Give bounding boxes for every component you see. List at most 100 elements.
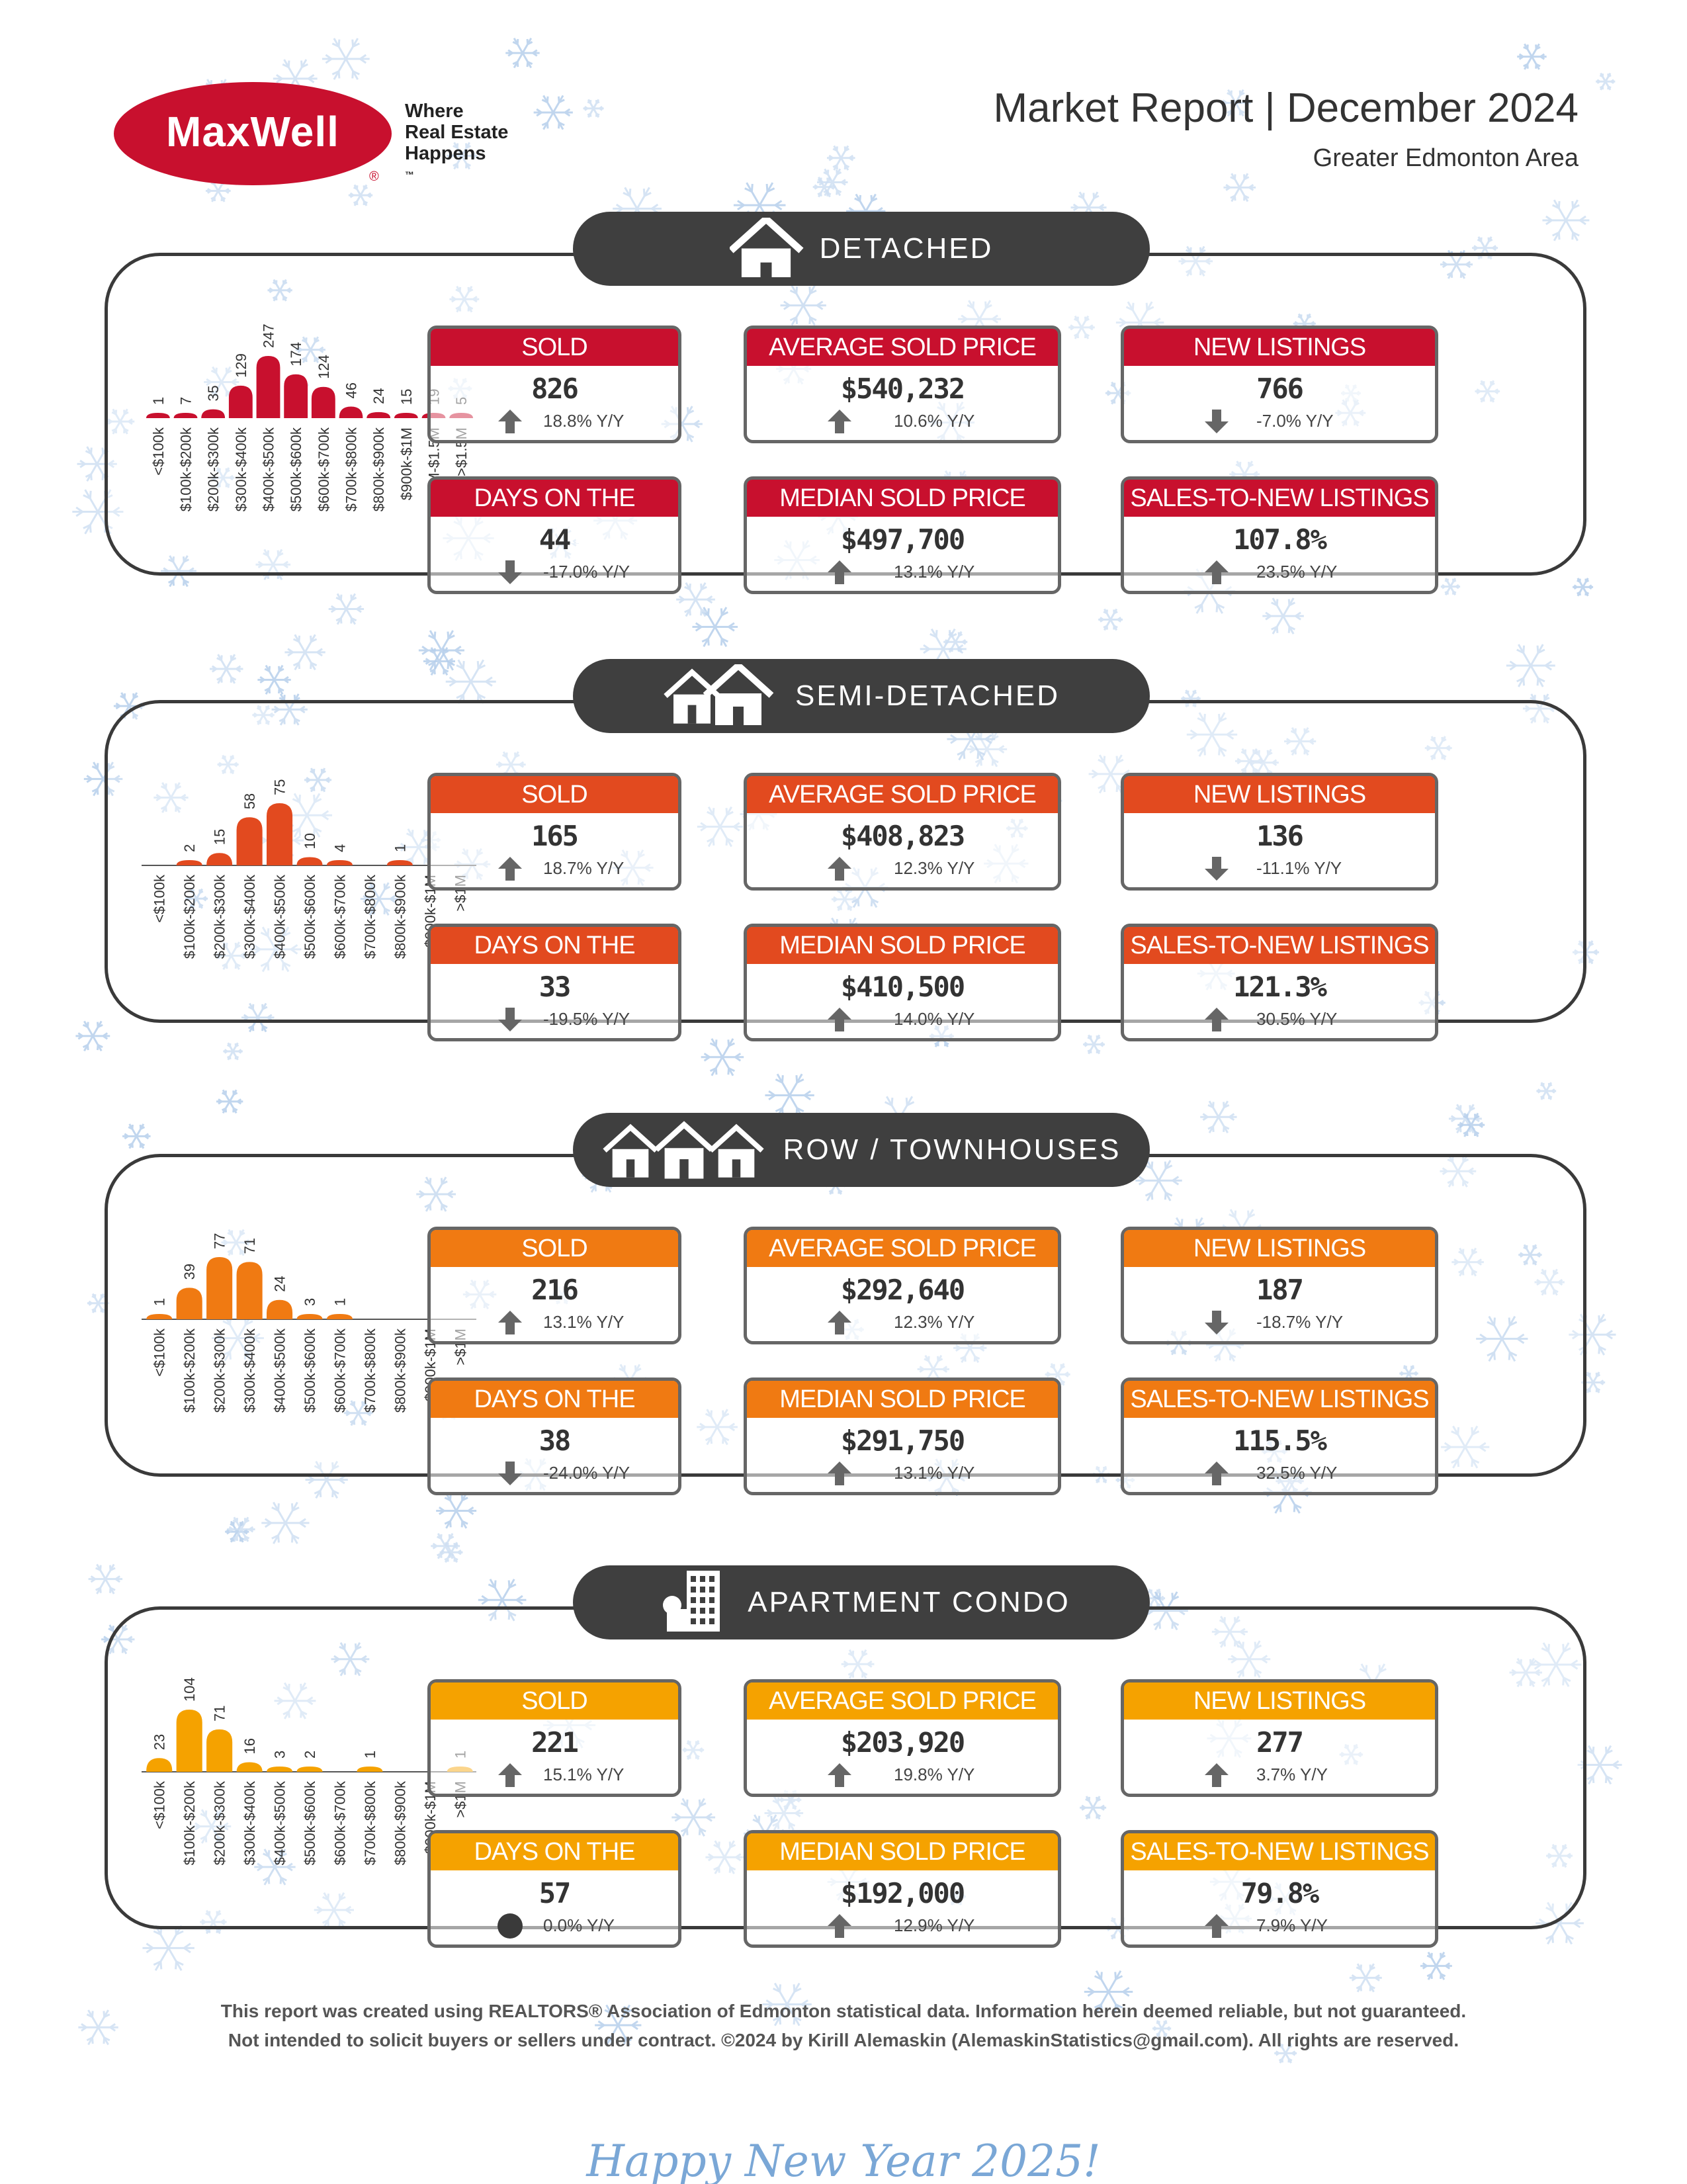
card-change: -19.5% Y/Y [431,1005,678,1031]
snowflake-icon [1420,1951,1452,1980]
snowflake-icon [1274,2042,1297,2064]
card-change: 19.8% Y/Y [747,1761,1058,1787]
snowflake-icon [1178,245,1213,277]
snowflake-icon [676,582,715,617]
snowflake-icon [1235,748,1264,774]
histogram-category-label: $200k-$300k [212,874,228,959]
snowflake-icon [505,38,540,69]
card-change: 10.6% Y/Y [747,407,1058,433]
arrow-up-icon [826,408,853,433]
histogram-bar [146,413,170,418]
card-dom: DAYS ON THE MARKET 57 0.0% Y/Y [427,1830,681,1948]
card-change: 13.1% Y/Y [747,1459,1058,1485]
duplex-icon [663,660,779,730]
townhouse-icon [602,1118,767,1182]
snowflake-icon [328,593,365,625]
card-value: $292,640 [840,1274,965,1306]
histogram-category-label: $700k-$800k [362,874,378,959]
card-sold: SOLD 216 13.1% Y/Y [427,1227,681,1344]
new-year-greeting: Happy New Year 2025! [586,2136,1101,2184]
card-change: 30.5% Y/Y [1124,1005,1435,1031]
card-avg-price: AVERAGE SOLD PRICE $292,640 12.3% Y/Y [744,1227,1061,1344]
histogram-svg: 23<$100k104$100k-$200k71$200k-$300k16$30… [142,1677,476,1865]
snowflake-icon [418,630,464,671]
histogram-value-label: 24 [272,1276,288,1291]
card-new-listings: NEW LISTINGS 136 -11.1% Y/Y [1121,773,1438,891]
snowflake-icon [1581,1372,1606,1393]
snowflake-icon [1424,736,1452,761]
change-text: -24.0% Y/Y [543,1463,630,1483]
card-label: NEW LISTINGS [1124,1230,1435,1267]
card-value: 115.5% [1233,1424,1327,1457]
snowflake-icon [1441,1425,1490,1469]
tagline-line-2: Real Estate [405,122,509,143]
histogram-bar [311,386,335,418]
snowflake-icon [705,1840,744,1874]
card-median-price: MEDIAN SOLD PRICE $291,750 13.1% Y/Y [744,1377,1061,1495]
histogram-category-label: $800k-$900k [392,1780,408,1865]
card-change: 7.9% Y/Y [1124,1911,1435,1938]
snowflake-icon [1440,1155,1477,1188]
snowflake-icon [1542,199,1590,241]
card-label: NEW LISTINGS [1124,329,1435,366]
snowflake-icon [304,767,332,793]
change-text: 30.5% Y/Y [1256,1009,1338,1029]
snowflake-icon [827,145,855,171]
price-histogram: 23 <$100k 104 $100k-$200k 71 $200k-$300k 16 $30… [136,1647,507,1912]
snowflake-icon [1451,1247,1484,1277]
histogram-category-label: $400k-$500k [261,427,277,511]
snowflake-icon [249,926,302,973]
snowflake-icon [436,1493,477,1529]
card-snl: SALES-TO-NEW LISTINGS 121.3% 30.5% Y/Y [1121,924,1438,1041]
histogram-svg: <$100k 2 $100k-$200k 15 $200k-$300k 58 $300k-$… [142,779,476,959]
snowflake-icon [1083,1034,1105,1055]
snowflake-icon [416,1176,456,1212]
histogram-category-label: <$100k [151,1328,168,1377]
section-title: APARTMENT CONDO [748,1586,1070,1618]
snowflake-icon [267,279,292,302]
card-value: 216 [531,1274,579,1306]
histogram-bar [173,413,198,418]
card-change: 12.3% Y/Y [747,854,1058,881]
histogram-category-label: $500k-$600k [302,874,318,959]
histogram-bar [296,1767,323,1772]
card-new-listings: NEW LISTINGS 277 3.7% Y/Y [1121,1679,1438,1797]
histogram-value-label: 247 [261,324,277,348]
arrow-down-icon [497,1006,523,1031]
snowflake-icon [583,99,604,118]
card-change: -11.1% Y/Y [1124,854,1435,881]
change-text: 12.3% Y/Y [894,1312,975,1332]
snowflake-icon [701,1038,744,1076]
histogram-value-label: 3 [302,1298,318,1306]
snowflake-icon [1349,1963,1382,1993]
card-label: NEW LISTINGS [1124,1682,1435,1720]
card-sold: SOLD 826 18.8% Y/Y [427,326,681,443]
arrow-down-icon [1203,855,1230,881]
snowflake-icon [211,467,235,488]
histogram-bar [267,803,293,865]
card-value: 187 [1256,1274,1304,1306]
histogram-bar [236,1262,263,1319]
card-value: $291,750 [840,1424,965,1457]
snowflake-icon [122,1123,151,1149]
change-text: 15.1% Y/Y [543,1765,625,1784]
histogram-value-label: 1 [331,1298,348,1306]
snowflake-icon [1200,1100,1237,1133]
card-value: 38 [539,1424,572,1457]
snowflake-icon [295,336,325,363]
change-text: 13.1% Y/Y [543,1312,625,1332]
footer-disclaimer: This report was created using REALTORS® … [0,1997,1687,2055]
card-value: $203,920 [840,1726,965,1759]
arrow-down-icon [1203,1309,1230,1334]
logo-text: MaxWell [166,108,339,155]
card-label: AVERAGE SOLD PRICE [747,329,1058,366]
histogram-category-label: $800k-$900k [370,427,387,511]
arrow-up-icon [826,855,853,881]
snowflake-icon [161,555,196,588]
histogram-category-label: $700k-$800k [362,1780,378,1865]
histogram-value-label: 1 [392,844,408,852]
snowflake-icon [780,284,826,326]
histogram-category-label: $700k-$800k [343,427,360,511]
snowflake-icon [1475,380,1500,403]
card-value: 136 [1256,820,1304,852]
